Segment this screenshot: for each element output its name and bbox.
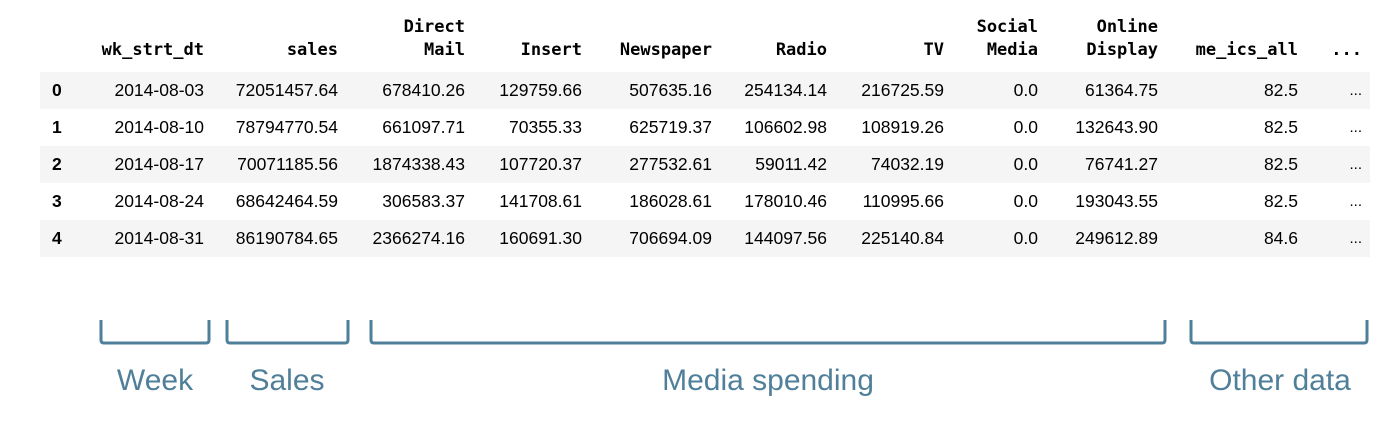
cell-wk-strt-dt: 2014-08-24 [114,191,204,211]
cell-insert: 129759.66 [499,80,582,100]
cell-radio: 106602.98 [744,117,827,137]
cell-social-media: 0.0 [1013,154,1038,174]
cell-newspaper: 706694.09 [629,228,712,248]
cell-wk-strt-dt: 2014-08-17 [114,154,204,174]
table-row: 1 2014-08-10 78794770.54 661097.71 70355… [40,109,1370,146]
cell-me-ics-all: 82.5 [1263,80,1298,100]
cell-online-display: 76741.27 [1085,154,1158,174]
column-header-newspaper: Newspaper [619,40,712,60]
cell-sales: 72051457.64 [235,80,338,100]
cell-me-ics-all: 82.5 [1263,191,1298,211]
cell-radio: 59011.42 [755,154,827,174]
bracket-other-data [1189,320,1369,345]
cell-sales: 78794770.54 [235,117,338,137]
cell-social-media: 0.0 [1013,191,1038,211]
cell-newspaper: 277532.61 [629,154,712,174]
cell-wk-strt-dt: 2014-08-31 [114,228,204,248]
row-index: 2 [52,154,62,174]
table-header: wk_strt_dt sales Direct Mail Insert News… [40,12,1370,72]
cell-direct-mail: 2366274.16 [372,228,465,248]
cell-insert: 107720.37 [499,154,582,174]
column-header-ellipsis: ... [1331,40,1362,60]
cell-radio: 254134.14 [744,80,827,100]
cell-insert: 70355.33 [509,117,582,137]
column-header-sales: sales [286,40,338,60]
cell-tv: 110995.66 [862,191,944,211]
cell-online-display: 132643.90 [1075,117,1158,137]
column-header-insert: Insert [520,40,582,60]
cell-sales: 86190784.65 [235,228,338,248]
dataframe-table: wk_strt_dt sales Direct Mail Insert News… [40,12,1370,257]
column-header-me-ics-all: me_ics_all [1195,40,1298,60]
cell-tv: 108919.26 [861,117,944,137]
cell-direct-mail: 678410.26 [382,80,465,100]
bracket-week [99,320,211,345]
row-index: 1 [52,117,62,137]
group-label-media-spending: Media spending [662,364,874,397]
row-index: 0 [52,80,62,100]
header-row: wk_strt_dt sales Direct Mail Insert News… [40,12,1370,72]
table-row: 0 2014-08-03 72051457.64 678410.26 12975… [40,72,1370,109]
cell-online-display: 193043.55 [1075,191,1158,211]
cell-sales: 68642464.59 [235,191,338,211]
cell-direct-mail: 661097.71 [382,117,465,137]
cell-tv: 225140.84 [861,228,944,248]
column-header-social-media: Social Media [976,17,1038,60]
table-row: 4 2014-08-31 86190784.65 2366274.16 1606… [40,220,1370,257]
cell-radio: 144097.56 [744,228,827,248]
cell-ellipsis: ... [1349,230,1362,247]
cell-ellipsis: ... [1349,82,1362,99]
cell-me-ics-all: 82.5 [1263,117,1298,137]
cell-direct-mail: 1874338.43 [372,154,465,174]
cell-wk-strt-dt: 2014-08-10 [114,117,204,137]
column-header-wk-strt-dt: wk_strt_dt [101,40,204,60]
cell-social-media: 0.0 [1013,80,1038,100]
cell-ellipsis: ... [1349,119,1362,136]
table-row: 2 2014-08-17 70071185.56 1874338.43 1077… [40,146,1370,183]
column-header-radio: Radio [775,40,827,60]
cell-radio: 178010.46 [744,191,827,211]
cell-sales: 70071185.56 [237,154,338,174]
cell-newspaper: 625719.37 [629,117,712,137]
cell-social-media: 0.0 [1013,117,1038,137]
cell-ellipsis: ... [1349,193,1362,210]
group-label-sales: Sales [249,364,325,397]
bracket-media-spending [369,320,1167,345]
column-header-direct-mail: Direct Mail [403,17,465,60]
cell-me-ics-all: 82.5 [1263,154,1298,174]
row-index: 3 [52,191,62,211]
cell-me-ics-all: 84.6 [1263,228,1298,248]
cell-insert: 141708.61 [499,191,582,211]
row-index: 4 [52,228,62,248]
cell-social-media: 0.0 [1013,228,1038,248]
table-body: 0 2014-08-03 72051457.64 678410.26 12975… [40,72,1370,257]
cell-tv: 216725.59 [861,80,944,100]
group-label-other-data: Other data [1209,364,1351,397]
bracket-sales [225,320,350,345]
cell-online-display: 61364.75 [1085,80,1158,100]
cell-ellipsis: ... [1349,156,1362,173]
table-row: 3 2014-08-24 68642464.59 306583.37 14170… [40,183,1370,220]
cell-wk-strt-dt: 2014-08-03 [114,80,204,100]
cell-direct-mail: 306583.37 [382,191,465,211]
cell-insert: 160691.30 [499,228,582,248]
cell-newspaper: 186028.61 [629,191,712,211]
cell-tv: 74032.19 [871,154,944,174]
cell-newspaper: 507635.16 [629,80,712,100]
group-label-week: Week [116,364,194,397]
cell-online-display: 249612.89 [1075,228,1158,248]
column-header-tv: TV [923,40,944,60]
column-header-online-display: Online Display [1086,17,1158,60]
